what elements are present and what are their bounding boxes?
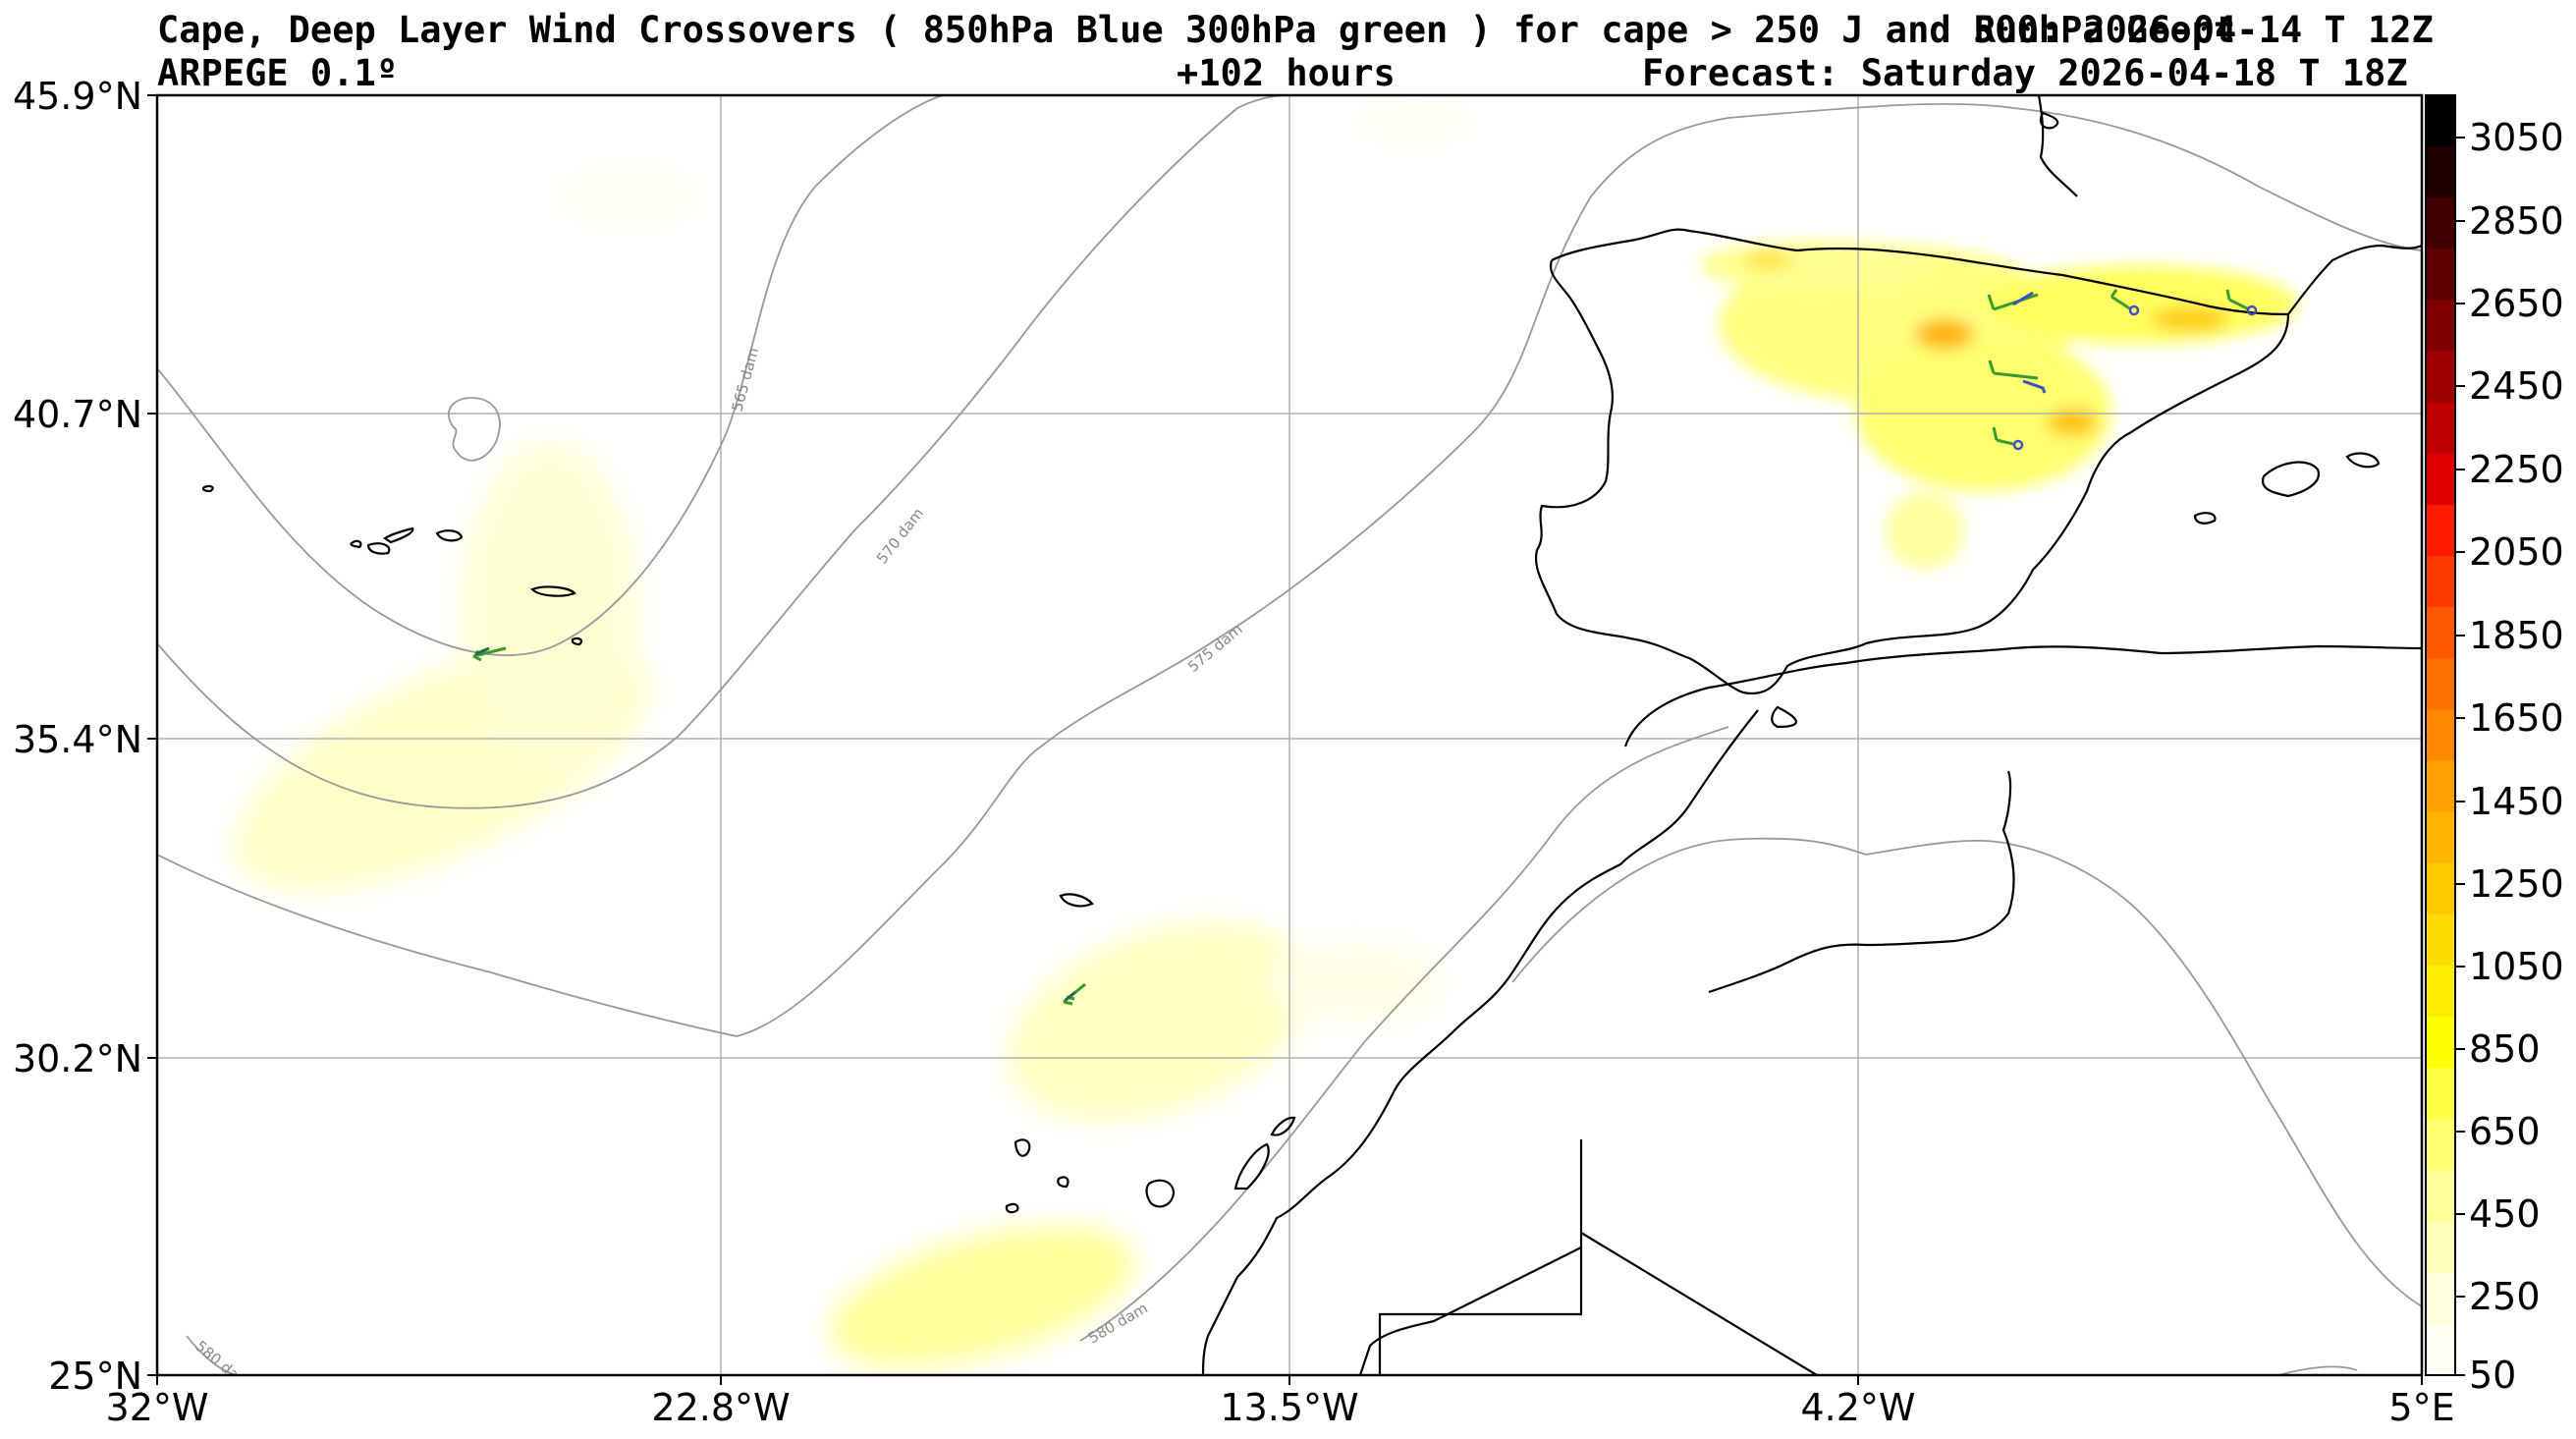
lat-label: 35.4°N <box>13 718 142 761</box>
colorbar-swatch <box>2426 1017 2455 1069</box>
colorbar-label: 2650 <box>2469 282 2564 325</box>
wind-barb <box>2225 289 2258 316</box>
colorbar-label: 250 <box>2469 1275 2541 1318</box>
lon-label: 5°E <box>2388 1386 2454 1429</box>
colorbar-swatch <box>2426 658 2455 710</box>
axis-ticks <box>147 94 2423 1385</box>
longitude-labels: 32°W 22.8°W 13.5°W 4.2°W 5°E <box>106 1386 2455 1429</box>
colorbar-swatch <box>2426 1323 2455 1376</box>
colorbar-labels: 3050 2850 2650 2450 2250 2050 1850 1650 1450 1250… <box>2455 116 2564 1397</box>
colorbar-swatch <box>2426 1272 2455 1325</box>
colorbar: 3050 2850 2650 2450 2250 2050 1850 1650 1450 1250… <box>2425 94 2564 1397</box>
colorbar-swatch <box>2426 95 2455 147</box>
colorbar-swatch <box>2426 453 2455 506</box>
lon-label: 22.8°W <box>651 1386 790 1429</box>
colorbar-swatch <box>2426 1170 2455 1223</box>
lat-label: 45.9°N <box>13 75 142 118</box>
latitude-labels: 45.9°N 40.7°N 35.4°N 30.2°N 25°N <box>13 75 142 1398</box>
colorbar-swatch <box>2426 300 2455 353</box>
map-area: 565 dam 570 dam 575 dam 580 dam 580 dam <box>157 95 2422 1375</box>
colorbar-label: 1850 <box>2469 614 2564 657</box>
colorbar-swatch <box>2426 249 2455 301</box>
wind-barb <box>472 646 507 662</box>
run-time: Run: 2026-04-14 T 12Z <box>1974 9 2434 51</box>
lat-label: 40.7°N <box>13 393 142 436</box>
lead-time: +102 hours <box>1177 52 1396 94</box>
map-title: Cape, Deep Layer Wind Crossovers ( 850hP… <box>157 9 2236 51</box>
colorbar-swatch <box>2426 351 2455 404</box>
colorbar-label: 1050 <box>2469 945 2564 988</box>
colorbar-swatch <box>2426 1221 2455 1274</box>
coastlines <box>201 95 2422 1375</box>
colorbar-swatch <box>2426 146 2455 198</box>
colorbar-swatch <box>2426 402 2455 455</box>
wind-barb <box>1992 426 2024 451</box>
colorbar-label: 50 <box>2469 1354 2516 1397</box>
lat-label: 25°N <box>48 1355 142 1398</box>
wind-barb <box>1987 291 2039 311</box>
colorbar-label: 650 <box>2469 1110 2541 1153</box>
lat-label: 30.2°N <box>13 1037 142 1080</box>
colorbar-label: 1650 <box>2469 696 2564 740</box>
colorbar-swatch <box>2426 504 2455 557</box>
colorbar-swatch <box>2426 197 2455 249</box>
colorbar-swatch <box>2426 913 2455 967</box>
colorbar-swatch <box>2426 966 2455 1018</box>
colorbar-label: 2850 <box>2469 199 2564 243</box>
colorbar-swatch <box>2426 607 2455 659</box>
wind-barb <box>1063 982 1086 1006</box>
wind-barb <box>2110 289 2140 316</box>
colorbar-swatch <box>2426 709 2455 762</box>
graticule <box>157 95 2422 1375</box>
colorbar-swatch <box>2426 862 2455 915</box>
colorbar-label: 850 <box>2469 1027 2541 1071</box>
lon-label: 4.2°W <box>1800 1386 1915 1429</box>
colorbar-label: 3050 <box>2469 116 2564 159</box>
forecast-time: Forecast: Saturday 2026-04-18 T 18Z <box>1642 52 2408 94</box>
colorbar-swatch <box>2426 811 2455 864</box>
colorbar-label: 450 <box>2469 1192 2541 1236</box>
colorbar-swatch <box>2426 1119 2455 1172</box>
colorbar-frame <box>2425 94 2456 1376</box>
lon-label: 13.5°W <box>1220 1386 1358 1429</box>
colorbar-swatch <box>2426 760 2455 813</box>
colorbar-swatches <box>2426 95 2455 1376</box>
colorbar-label: 1250 <box>2469 862 2564 906</box>
colorbar-swatch <box>2426 556 2455 608</box>
colorbar-label: 1450 <box>2469 780 2564 823</box>
colorbar-label: 2250 <box>2469 448 2564 491</box>
geopotential-contours <box>157 95 2422 1375</box>
lon-label: 32°W <box>106 1386 209 1429</box>
wind-barb <box>1988 360 2047 394</box>
model-name: ARPEGE 0.1º <box>157 52 399 94</box>
colorbar-swatch <box>2426 1068 2455 1120</box>
wind-crossovers <box>472 289 2258 1006</box>
colorbar-label: 2450 <box>2469 364 2564 408</box>
colorbar-label: 2050 <box>2469 530 2564 574</box>
